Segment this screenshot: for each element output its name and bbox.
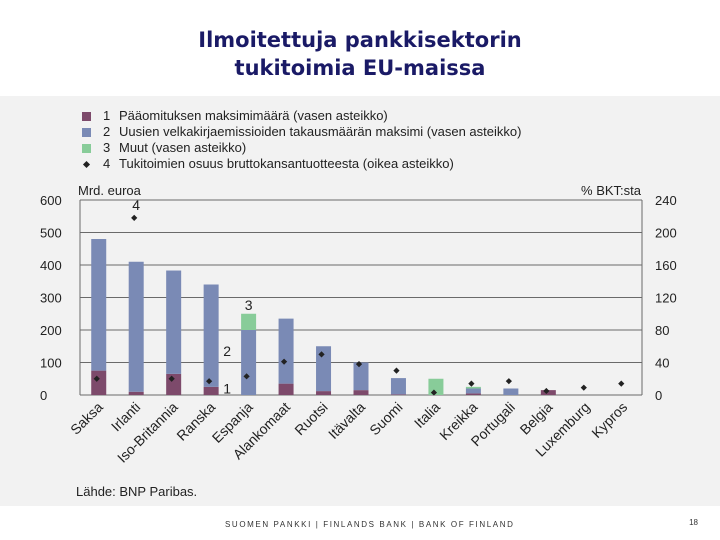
bar-espanja-series-3 — [241, 313, 257, 330]
bar-saksa-series-1 — [91, 370, 107, 395]
y-left-tick-100: 100 — [40, 356, 62, 371]
bar-kreikka-series-2 — [465, 388, 481, 394]
x-tick-saksa: Saksa — [67, 399, 106, 438]
legend-label-4: Tukitoimien osuus bruttokansantuotteesta… — [119, 156, 454, 171]
x-tick-kypros: Kypros — [588, 399, 630, 441]
bar-iso-britannia-series-1 — [166, 373, 182, 395]
legend-label-1: Pääomituksen maksimimäärä (vasen asteikk… — [119, 108, 388, 123]
legend-swatch-2 — [82, 127, 91, 137]
legend-marker-4 — [82, 160, 91, 169]
chart-title: Ilmoitettuja pankkisektorin tukitoimia E… — [0, 26, 720, 82]
point-irlanti — [131, 214, 138, 221]
bar-kreikka-series-3 — [465, 386, 481, 389]
x-tick-italia: Italia — [411, 399, 443, 431]
annotation-4: 4 — [132, 197, 140, 213]
y-right-tick-160: 160 — [655, 258, 677, 273]
bar-ranska-series-1 — [203, 386, 219, 395]
y-right-tick-120: 120 — [655, 291, 677, 306]
bar-italia-series-3 — [428, 378, 444, 395]
point-kreikka — [468, 380, 475, 387]
y-right-tick-240: 240 — [655, 193, 677, 208]
bar-espanja-series-2 — [241, 330, 257, 395]
bar-suomi-series-1 — [390, 394, 406, 395]
y-right-axis-label: % BKT:sta — [581, 183, 642, 198]
point-itävalta — [355, 361, 363, 368]
legend-entry-1: 1 Pääomituksen maksimimäärä (vasen astei… — [82, 108, 521, 124]
bar-ranska-series-2 — [203, 284, 219, 387]
bar-alankomaat-series-2 — [278, 318, 294, 384]
y-left-tick-500: 500 — [40, 226, 62, 241]
bar-iso-britannia-series-2 — [166, 270, 182, 374]
y-left-axis-label: Mrd. euroa — [78, 183, 142, 198]
bar-irlanti-series-1 — [128, 391, 144, 395]
bar-itävalta-series-2 — [353, 362, 369, 391]
point-alankomaat — [280, 358, 288, 365]
bar-kreikka-series-1 — [465, 393, 481, 395]
legend-entry-4: 4 Tukitoimien osuus bruttokansantuottees… — [82, 156, 521, 172]
source-note: Lähde: BNP Paribas. — [76, 484, 198, 499]
title-line-1: Ilmoitettuja pankkisektorin — [198, 28, 522, 52]
x-tick-suomi: Suomi — [366, 399, 405, 438]
bar-ruotsi-series-1 — [316, 391, 332, 395]
x-tick-itävalta: Itävalta — [325, 399, 368, 442]
bar-itävalta-series-1 — [353, 390, 369, 395]
legend-swatch-3 — [82, 143, 91, 153]
point-ruotsi — [318, 351, 325, 358]
bar-suomi-series-2 — [390, 378, 406, 395]
y-left-tick-200: 200 — [40, 323, 62, 338]
legend-num-3: 3 — [103, 140, 111, 155]
footer-text: SUOMEN PANKKI | FINLANDS BANK | BANK OF … — [225, 520, 515, 529]
legend: 1 Pääomituksen maksimimäärä (vasen astei… — [82, 108, 521, 172]
point-iso-britannia — [168, 375, 175, 382]
bar-belgia-series-1 — [540, 390, 556, 395]
y-left-tick-300: 300 — [40, 291, 62, 306]
legend-swatch-1 — [82, 111, 91, 121]
legend-num-1: 1 — [103, 108, 111, 123]
annotation-2: 2 — [223, 343, 231, 359]
bar-ruotsi-series-2 — [316, 346, 332, 392]
bar-saksa-series-2 — [91, 239, 107, 371]
bar-alankomaat-series-1 — [278, 383, 294, 395]
y-left-tick-600: 600 — [40, 193, 62, 208]
point-portugali — [505, 378, 512, 385]
point-italia — [430, 389, 438, 396]
y-right-tick-200: 200 — [655, 226, 677, 241]
title-line-2: tukitoimia EU-maissa — [234, 56, 486, 80]
legend-num-4: 4 — [103, 156, 111, 171]
y-left-tick-400: 400 — [40, 258, 62, 273]
page-number: 18 — [689, 518, 698, 527]
legend-entry-3: 3 Muut (vasen asteikko) — [82, 140, 521, 156]
bar-portugali-series-2 — [503, 388, 519, 395]
bar-irlanti-series-2 — [128, 261, 144, 392]
legend-label-3: Muut (vasen asteikko) — [119, 140, 247, 155]
legend-num-2: 2 — [103, 124, 111, 139]
y-right-tick-80: 80 — [655, 323, 669, 338]
footer-bar — [0, 506, 720, 540]
bar-chart: 0 0 100 40 200 80 300 120 400 160 500 200 600 240 Mrd.… — [40, 183, 677, 466]
chart-panel — [0, 96, 720, 506]
point-suomi — [393, 367, 400, 374]
y-right-tick-40: 40 — [655, 356, 669, 371]
annotation-3: 3 — [245, 297, 253, 313]
legend-label-2: Uusien velkakirjaemissioiden takausmäärä… — [119, 124, 522, 139]
y-left-tick-0: 0 — [40, 388, 47, 403]
point-espanja — [243, 373, 250, 380]
annotation-1: 1 — [223, 380, 231, 396]
point-luxemburg — [580, 384, 587, 391]
x-tick-ruotsi: Ruotsi — [291, 399, 330, 438]
y-right-tick-0: 0 — [655, 388, 662, 403]
point-kypros — [618, 380, 625, 387]
legend-entry-2: 2 Uusien velkakirjaemissioiden takausmää… — [82, 124, 521, 140]
